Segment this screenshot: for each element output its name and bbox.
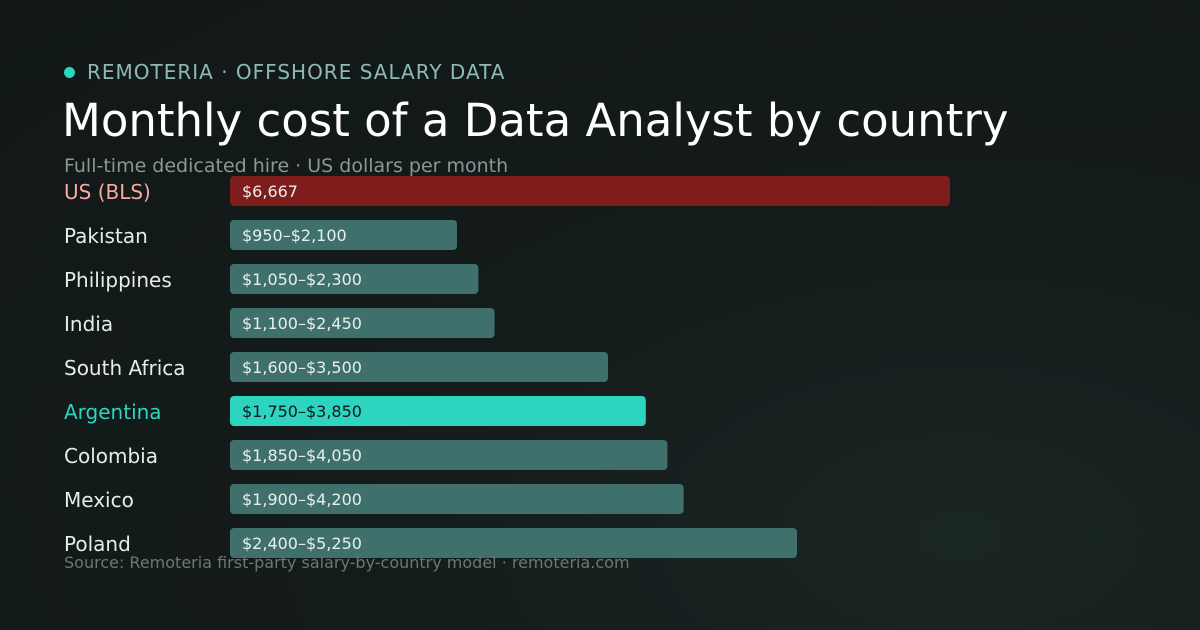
bar-value-label: $1,850–$4,050 (242, 446, 362, 465)
bar-row-argentina: Argentina $1,750–$3,850 (64, 396, 646, 426)
category-label: Argentina (64, 400, 162, 424)
category-label: Philippines (64, 268, 172, 292)
category-label: Pakistan (64, 224, 148, 248)
bar-row-south-africa: South Africa $1,600–$3,500 (64, 352, 608, 382)
category-label: Colombia (64, 444, 158, 468)
category-label: South Africa (64, 356, 186, 380)
bar-row-mexico: Mexico $1,900–$4,200 (64, 484, 684, 514)
bar (230, 528, 797, 558)
source-note: Source: Remoteria first-party salary-by-… (64, 553, 630, 572)
bar-row-india: India $1,100–$2,450 (64, 308, 495, 338)
bar (230, 264, 479, 294)
category-label: Poland (64, 532, 131, 556)
bar-value-label: $950–$2,100 (242, 226, 347, 245)
bar-row-philippines: Philippines $1,050–$2,300 (64, 264, 479, 294)
category-label: India (64, 312, 113, 336)
bar (230, 308, 495, 338)
brand-label: REMOTERIA · OFFSHORE SALARY DATA (87, 60, 506, 84)
bar-value-label: $2,400–$5,250 (242, 534, 362, 553)
bar (230, 484, 684, 514)
bar-value-label: $1,600–$3,500 (242, 358, 362, 377)
bar (230, 440, 668, 470)
bar (230, 176, 950, 206)
bar-row-us-bls: US (BLS) $6,667 (64, 176, 950, 206)
bar (230, 220, 457, 250)
bar-value-label: $1,050–$2,300 (242, 270, 362, 289)
bar-row-poland: Poland $2,400–$5,250 (64, 528, 797, 558)
chart-title: Monthly cost of a Data Analyst by countr… (62, 94, 1009, 147)
bar-value-label: $1,900–$4,200 (242, 490, 362, 509)
bar (230, 396, 646, 426)
bar (230, 352, 608, 382)
bar-value-label: $1,750–$3,850 (242, 402, 362, 421)
bar-value-label: $6,667 (242, 182, 298, 201)
category-label: Mexico (64, 488, 134, 512)
bar-row-colombia: Colombia $1,850–$4,050 (64, 440, 668, 470)
brand-dot-icon (64, 66, 75, 78)
brand-header: REMOTERIA · OFFSHORE SALARY DATA (64, 58, 505, 86)
category-label: US (BLS) (64, 180, 151, 204)
chart-subtitle: Full-time dedicated hire · US dollars pe… (64, 155, 509, 177)
bar-value-label: $1,100–$2,450 (242, 314, 362, 333)
bar-row-pakistan: Pakistan $950–$2,100 (64, 220, 457, 250)
